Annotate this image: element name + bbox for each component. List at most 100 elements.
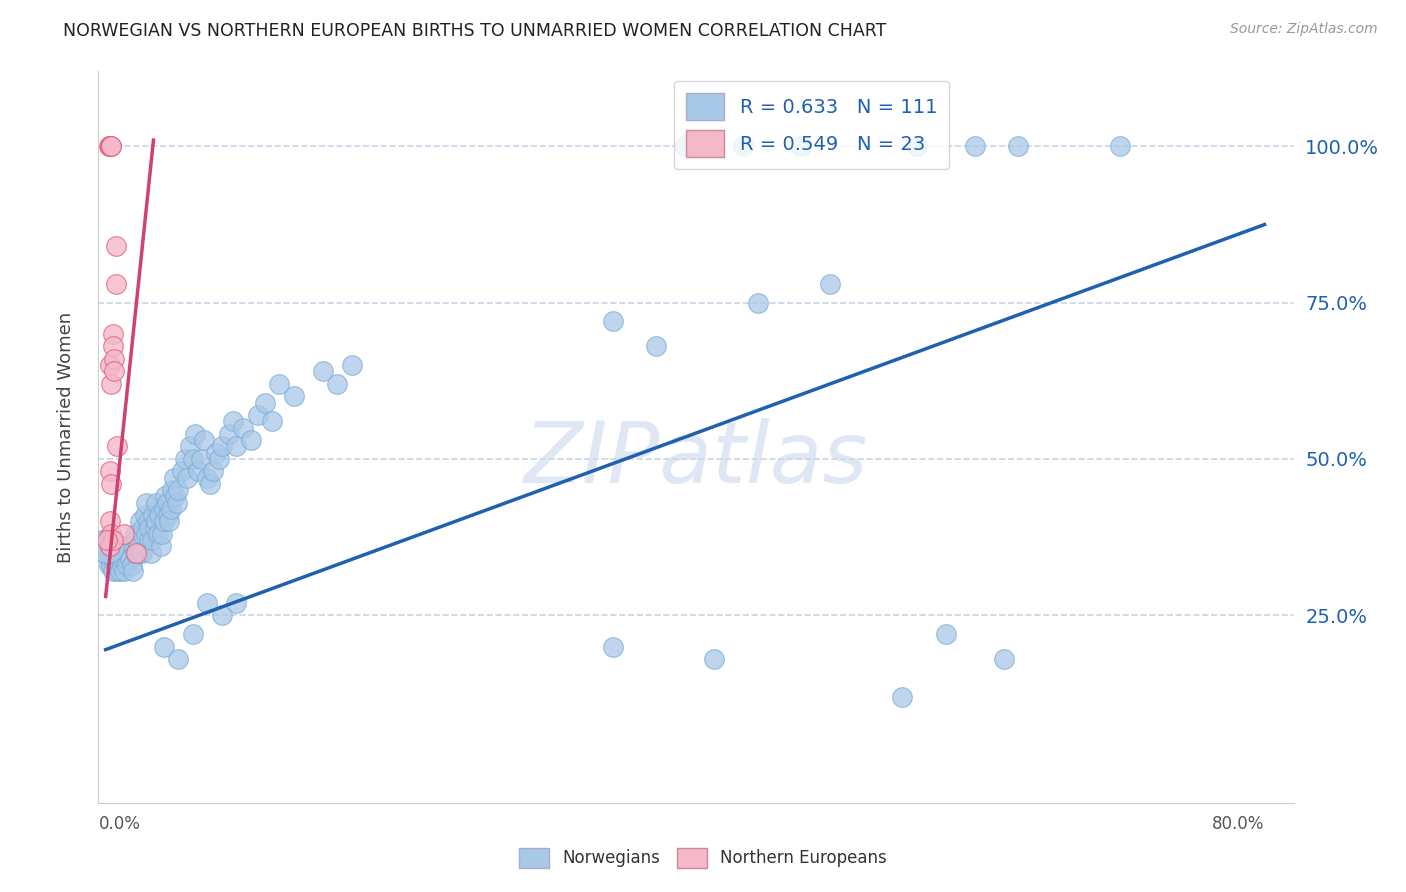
Point: [225, 596, 247, 610]
Point: [135, 496, 157, 510]
Point: [97, 558, 120, 573]
Point: [195, 471, 218, 485]
Point: [131, 527, 153, 541]
Point: [112, 552, 135, 566]
Point: [103, 351, 125, 366]
Point: [118, 546, 141, 560]
Point: [101, 533, 124, 548]
Point: [239, 434, 262, 448]
Point: [101, 552, 124, 566]
Point: [165, 490, 187, 504]
Y-axis label: Births to Unmarried Women: Births to Unmarried Women: [56, 311, 75, 563]
Point: [181, 452, 204, 467]
Legend: Norwegians, Northern Europeans: Norwegians, Northern Europeans: [512, 841, 894, 875]
Point: [135, 527, 157, 541]
Point: [98, 546, 121, 560]
Point: [108, 565, 131, 579]
Point: [156, 508, 179, 523]
Point: [124, 527, 146, 541]
Point: [96, 533, 118, 548]
Point: [184, 426, 207, 441]
Point: [993, 652, 1015, 666]
Point: [152, 515, 174, 529]
Point: [218, 426, 240, 441]
Point: [97, 546, 120, 560]
Point: [101, 339, 124, 353]
Point: [167, 483, 190, 498]
Point: [157, 515, 180, 529]
Point: [136, 515, 159, 529]
Point: [103, 540, 125, 554]
Point: [131, 546, 153, 560]
Point: [114, 565, 136, 579]
Point: [115, 552, 138, 566]
Point: [117, 540, 139, 554]
Point: [100, 477, 122, 491]
Point: [117, 558, 139, 573]
Point: [1007, 139, 1029, 153]
Point: [128, 546, 150, 560]
Point: [176, 471, 198, 485]
Point: [122, 565, 145, 579]
Point: [818, 277, 841, 291]
Point: [98, 540, 121, 554]
Point: [98, 515, 121, 529]
Point: [340, 358, 363, 372]
Point: [167, 652, 190, 666]
Point: [152, 502, 174, 516]
Point: [110, 546, 132, 560]
Point: [142, 508, 165, 523]
Point: [963, 139, 986, 153]
Point: [891, 690, 914, 704]
Point: [195, 596, 218, 610]
Point: [1108, 139, 1130, 153]
Point: [152, 640, 174, 654]
Point: [107, 546, 129, 560]
Point: [139, 546, 162, 560]
Point: [163, 471, 186, 485]
Point: [103, 552, 125, 566]
Point: [107, 558, 129, 573]
Point: [211, 440, 233, 454]
Point: [201, 465, 224, 479]
Point: [269, 376, 291, 391]
Point: [232, 420, 254, 434]
Point: [104, 546, 127, 560]
Point: [125, 533, 148, 548]
Point: [104, 239, 127, 253]
Text: ZIPatlas: ZIPatlas: [524, 417, 868, 500]
Point: [98, 552, 121, 566]
Point: [108, 552, 131, 566]
Point: [97, 139, 120, 153]
Point: [149, 540, 172, 554]
Point: [703, 652, 725, 666]
Text: 80.0%: 80.0%: [1212, 815, 1264, 833]
Point: [790, 139, 813, 153]
Point: [104, 558, 127, 573]
Point: [211, 608, 233, 623]
Point: [105, 440, 128, 454]
Point: [312, 364, 335, 378]
Point: [222, 414, 245, 428]
Point: [114, 540, 136, 554]
Point: [101, 565, 124, 579]
Point: [146, 527, 169, 541]
Text: 0.0%: 0.0%: [98, 815, 141, 833]
Point: [98, 139, 121, 153]
Point: [181, 627, 204, 641]
Point: [172, 465, 194, 479]
Point: [121, 558, 143, 573]
Point: [193, 434, 215, 448]
Point: [101, 326, 124, 341]
Point: [127, 540, 149, 554]
Point: [110, 558, 132, 573]
Point: [100, 139, 122, 153]
Point: [253, 395, 276, 409]
Point: [283, 389, 305, 403]
Point: [935, 627, 957, 641]
Point: [101, 546, 124, 560]
Point: [703, 139, 725, 153]
Point: [602, 314, 624, 328]
Point: [179, 440, 201, 454]
Point: [204, 446, 226, 460]
